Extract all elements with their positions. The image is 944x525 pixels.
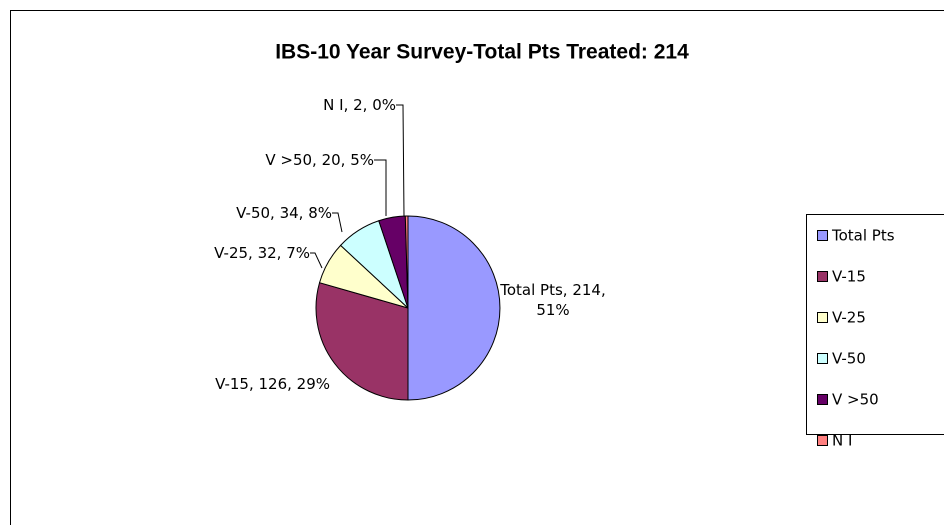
- data-label: V-50, 34, 8%: [236, 204, 332, 222]
- pie-slice: [407, 215, 501, 401]
- legend-swatch: [817, 394, 828, 405]
- legend-swatch: [817, 312, 828, 323]
- leader-line: [332, 212, 343, 233]
- data-label: V >50, 20, 5%: [265, 151, 374, 169]
- pie-slice: [315, 282, 409, 401]
- leader-line: [310, 252, 323, 269]
- legend-label: Total Pts: [831, 227, 895, 245]
- data-label: N I, 2, 0%: [323, 96, 396, 114]
- legend-swatch: [817, 435, 828, 446]
- leader-line: [374, 159, 387, 216]
- legend-swatch: [817, 230, 828, 241]
- legend-label: N I: [832, 432, 852, 450]
- legend-label: V-15: [832, 268, 866, 286]
- legend-box: [806, 214, 944, 435]
- data-label: V-15, 126, 29%: [215, 375, 330, 393]
- legend-swatch: [817, 353, 828, 364]
- legend-label: V-25: [832, 309, 866, 327]
- legend-swatch: [817, 271, 828, 282]
- data-label: Total Pts, 214, 51%: [500, 281, 606, 319]
- chart-title: IBS-10 Year Survey-Total Pts Treated: 21…: [275, 41, 689, 64]
- legend-label: V-50: [832, 350, 866, 368]
- pie-slice: [404, 215, 409, 309]
- leader-line: [396, 104, 405, 217]
- data-label: V-25, 32, 7%: [214, 244, 310, 262]
- legend-label: V >50: [832, 391, 879, 409]
